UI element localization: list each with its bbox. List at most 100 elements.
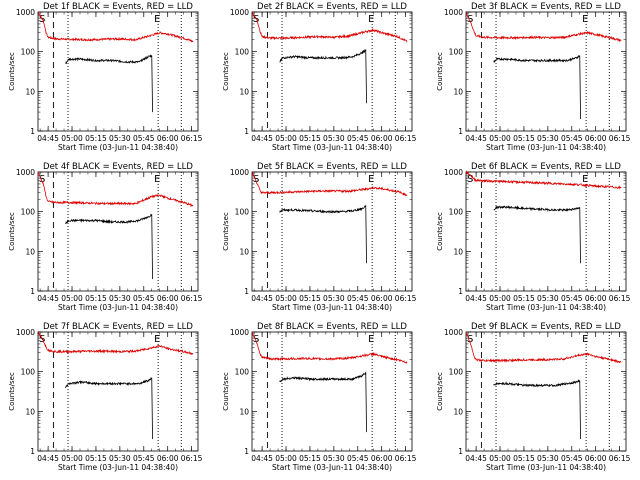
y-tick-label: 10 xyxy=(453,247,463,256)
plot-frame xyxy=(465,11,627,132)
y-tick-label: 10 xyxy=(25,247,35,256)
y-tick-label: 10 xyxy=(453,407,463,416)
y-tick-label: 1000 xyxy=(16,8,35,17)
panel-title: Det 4f BLACK = Events, RED = LLD xyxy=(43,162,193,172)
detector-panel-5: Det 5f BLACK = Events, RED = LLD 1 10 100 10… xyxy=(222,162,417,312)
y-tick-label: 1000 xyxy=(16,168,35,177)
x-tick-label: 05:15 xyxy=(85,134,107,143)
y-tick-label: 1 xyxy=(30,447,35,456)
plot-frame xyxy=(37,331,199,452)
y-tick-label: 100 xyxy=(21,48,36,57)
panel-title: Det 5f BLACK = Events, RED = LLD xyxy=(257,162,407,172)
y-tick-label: 100 xyxy=(21,368,36,377)
y-axis-label: Counts/sec xyxy=(8,52,16,91)
x-tick-label: 05:45 xyxy=(347,454,369,463)
x-axis-label: Start Time (03-Jun-11 04:38:40) xyxy=(272,303,392,312)
detector-panel-7: Det 7f BLACK = Events, RED = LLD 1 10 100 10… xyxy=(8,322,203,472)
x-tick-label: 06:15 xyxy=(181,454,203,463)
y-tick-label: 100 xyxy=(235,368,250,377)
lld-series-line xyxy=(465,170,622,190)
x-tick-label: 06:00 xyxy=(157,454,179,463)
plot-frame xyxy=(37,11,199,132)
x-tick-label: 06:00 xyxy=(585,454,607,463)
x-tick-label: 05:00 xyxy=(275,454,297,463)
events-series-line xyxy=(65,54,153,113)
panel-title: Det 6f BLACK = Events, RED = LLD xyxy=(471,162,621,172)
x-tick-label: 04:45 xyxy=(37,454,59,463)
x-tick-label: 06:15 xyxy=(181,294,203,303)
y-tick-label: 100 xyxy=(21,208,36,217)
x-tick-label: 05:15 xyxy=(513,134,535,143)
x-tick-label: 05:00 xyxy=(61,294,83,303)
detector-panel-4: Det 4f BLACK = Events, RED = LLD 1 10 100 10… xyxy=(8,162,203,312)
plot-frame xyxy=(465,331,627,452)
x-tick-label: 04:45 xyxy=(465,134,487,143)
x-tick-label: 04:45 xyxy=(251,454,273,463)
detector-panel-3: Det 3f BLACK = Events, RED = LLD 1 10 100 10… xyxy=(436,2,631,152)
x-tick-label: 06:15 xyxy=(181,134,203,143)
x-tick-label: 04:45 xyxy=(465,294,487,303)
x-tick-label: 06:15 xyxy=(395,134,417,143)
detector-panel-8: Det 8f BLACK = Events, RED = LLD 1 10 100 10… xyxy=(222,322,417,472)
x-tick-label: 06:00 xyxy=(585,294,607,303)
y-tick-label: 10 xyxy=(239,87,249,96)
x-tick-label: 04:45 xyxy=(251,134,273,143)
panel-title: Det 2f BLACK = Events, RED = LLD xyxy=(257,2,407,12)
detector-panel-1: Det 1f BLACK = Events, RED = LLD 1 10 100 10… xyxy=(8,2,203,152)
panel-title: Det 1f BLACK = Events, RED = LLD xyxy=(43,2,193,12)
y-tick-label: 10 xyxy=(453,87,463,96)
end-marker-label: E xyxy=(582,334,588,345)
detector-panel-6: Det 6f BLACK = Events, RED = LLD 1 10 100 10… xyxy=(436,162,631,312)
y-tick-label: 1000 xyxy=(444,168,463,177)
y-tick-label: 1 xyxy=(244,127,249,136)
detector-panel-9: Det 9f BLACK = Events, RED = LLD 1 10 100 10… xyxy=(436,322,631,472)
lld-series-line xyxy=(37,331,194,355)
x-tick-label: 05:15 xyxy=(299,294,321,303)
x-axis-label: Start Time (03-Jun-11 04:38:40) xyxy=(272,143,392,152)
y-tick-label: 1 xyxy=(458,287,463,296)
start-marker-label: S xyxy=(39,174,45,185)
y-tick-label: 10 xyxy=(239,247,249,256)
x-axis-label: Start Time (03-Jun-11 04:38:40) xyxy=(58,463,178,472)
x-tick-label: 05:00 xyxy=(275,134,297,143)
y-axis-label: Counts/sec xyxy=(222,372,230,411)
y-tick-label: 10 xyxy=(25,407,35,416)
lld-series-line xyxy=(251,11,408,43)
x-axis-label: Start Time (03-Jun-11 04:38:40) xyxy=(486,143,606,152)
x-axis-label: Start Time (03-Jun-11 04:38:40) xyxy=(272,463,392,472)
x-tick-label: 05:30 xyxy=(323,294,345,303)
x-tick-label: 05:15 xyxy=(85,454,107,463)
x-tick-label: 06:00 xyxy=(157,134,179,143)
panel-title: Det 9f BLACK = Events, RED = LLD xyxy=(471,322,621,332)
detector-panel-2: Det 2f BLACK = Events, RED = LLD 1 10 100 10… xyxy=(222,2,417,152)
lld-series-line xyxy=(251,171,408,197)
x-tick-label: 04:45 xyxy=(251,294,273,303)
x-tick-label: 06:00 xyxy=(371,134,393,143)
y-tick-label: 1000 xyxy=(230,328,249,337)
x-tick-label: 05:45 xyxy=(133,294,155,303)
plot-frame xyxy=(465,171,627,292)
x-tick-label: 06:15 xyxy=(609,454,631,463)
lld-series-line xyxy=(37,11,194,43)
panel-title: Det 3f BLACK = Events, RED = LLD xyxy=(471,2,621,12)
end-marker-label: E xyxy=(154,14,160,25)
y-tick-label: 100 xyxy=(235,48,250,57)
y-axis-label: Counts/sec xyxy=(222,52,230,91)
y-tick-label: 10 xyxy=(239,407,249,416)
x-tick-label: 05:30 xyxy=(537,294,559,303)
plot-frame xyxy=(251,331,413,452)
x-tick-label: 05:30 xyxy=(109,454,131,463)
y-tick-label: 100 xyxy=(449,208,464,217)
end-marker-label: E xyxy=(154,174,160,185)
x-tick-label: 04:45 xyxy=(37,134,59,143)
y-tick-label: 1 xyxy=(458,447,463,456)
lld-series-line xyxy=(465,331,622,364)
x-tick-label: 05:00 xyxy=(61,454,83,463)
end-marker-label: E xyxy=(368,174,374,185)
x-tick-label: 05:15 xyxy=(85,294,107,303)
events-series-line xyxy=(493,55,581,120)
y-axis-label: Counts/sec xyxy=(436,372,444,411)
x-tick-label: 05:00 xyxy=(61,134,83,143)
x-tick-label: 05:45 xyxy=(133,454,155,463)
x-tick-label: 05:00 xyxy=(275,294,297,303)
